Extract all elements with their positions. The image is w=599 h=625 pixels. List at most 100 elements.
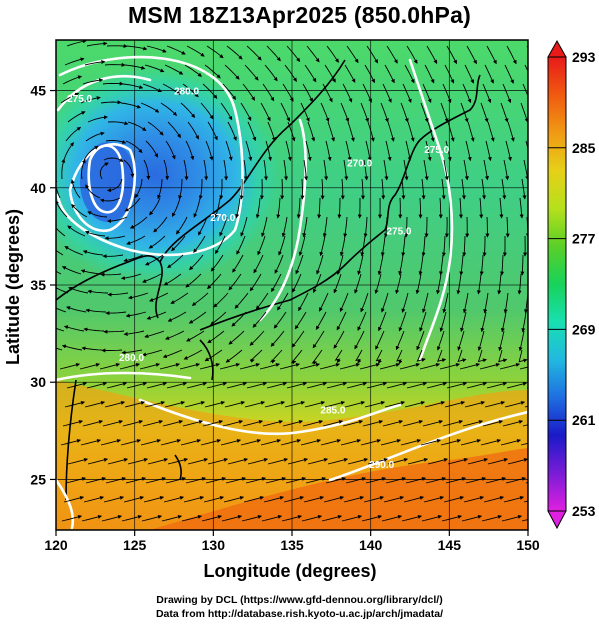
x-tick-label: 145 (438, 537, 462, 553)
streamline-arrow (416, 349, 426, 362)
streamline-arrow (247, 457, 269, 465)
isotherm-contours (56, 55, 528, 530)
streamline-arrow (304, 400, 326, 408)
streamline-arrow (487, 121, 495, 142)
contour-label: 275.0 (67, 94, 92, 105)
y-axis-title: Latitude (degrees) (3, 209, 23, 365)
footer: Drawing by DCL (https://www.gfd-dennou.o… (0, 593, 599, 621)
streamline-arrow (141, 514, 163, 522)
streamline-arrow (214, 235, 226, 255)
streamline-arrow (326, 45, 339, 63)
streamline-arrow (487, 457, 509, 465)
streamline-arrow (355, 349, 363, 364)
y-tick-label: 25 (30, 471, 46, 487)
streamline-arrow (271, 273, 282, 293)
streamline-arrow (505, 216, 510, 238)
streamline-arrow (315, 311, 327, 330)
streamline-arrow (104, 235, 126, 241)
streamline-arrow (134, 178, 143, 199)
streamline-arrow (255, 292, 269, 310)
streamline-arrow (403, 495, 425, 503)
streamline-arrow (223, 159, 229, 181)
streamline-arrow (165, 330, 185, 340)
streamline-arrow (444, 64, 455, 84)
streamline-arrow (124, 197, 141, 212)
streamline-arrow (284, 64, 297, 82)
streamline-arrow (325, 476, 347, 484)
streamline-arrow (80, 438, 102, 446)
streamline-arrow (467, 121, 475, 142)
streamline-arrow (219, 362, 241, 370)
streamline-arrow (298, 235, 306, 256)
streamline-arrow (459, 362, 481, 370)
streamline-arrow (424, 400, 446, 408)
x-axis: 120 125 130 135 140 145 150 (44, 530, 540, 553)
streamline-arrow (357, 311, 367, 331)
streamline-arrow (62, 419, 84, 427)
streamline-arrow (324, 400, 346, 408)
streamline-arrow (527, 463, 528, 464)
streamline-arrow (321, 514, 343, 522)
streamline-arrow (170, 235, 186, 252)
streamline-arrow (317, 197, 322, 219)
streamline-arrow (503, 159, 510, 181)
streamline-arrow (476, 273, 482, 295)
streamline-arrow (481, 514, 503, 522)
streamline-arrow (525, 482, 528, 484)
streamline-arrow (442, 292, 449, 314)
streamline-arrow (191, 292, 209, 306)
streamline-arrow (326, 381, 348, 389)
streamline-arrow (486, 45, 497, 65)
streamline-arrow (123, 330, 145, 336)
streamline-arrow (447, 121, 455, 142)
streamline-arrow (366, 45, 379, 64)
streamline-arrow (424, 217, 429, 238)
streamline-arrow (483, 159, 490, 181)
streamline-arrow (337, 198, 342, 219)
streamline-arrow (292, 273, 302, 293)
streamline-arrow (67, 225, 86, 237)
streamline-arrow (182, 419, 204, 427)
streamline-arrow (262, 419, 284, 427)
streamline-arrow (483, 495, 505, 503)
streamline-arrow (441, 235, 446, 257)
streamline-arrow (186, 45, 205, 57)
colorbar-max-arrow (547, 39, 567, 58)
streamline-arrow (166, 45, 186, 55)
streamline-arrow (342, 83, 353, 103)
streamline-arrow (225, 140, 233, 161)
streamline-arrow (322, 419, 344, 427)
streamline-arrow (386, 381, 408, 389)
streamline-arrow (107, 121, 129, 126)
streamline-arrow (385, 476, 407, 484)
streamline-arrow (221, 514, 243, 522)
colorbar-tick-label: 285 (572, 140, 596, 156)
streamline-arrow (260, 438, 282, 446)
streamline-arrow (81, 346, 103, 351)
streamline-arrow (460, 102, 469, 123)
streamline-arrow (340, 102, 350, 123)
streamline-arrow (366, 381, 388, 389)
streamline-arrow (343, 495, 365, 503)
streamline-arrow (249, 349, 263, 363)
streamline-arrow (82, 250, 104, 256)
y-tick-label: 30 (30, 374, 46, 390)
streamline-arrow (266, 45, 281, 62)
streamline-arrow (63, 495, 85, 503)
streamline-arrow (163, 495, 185, 503)
streamline-arrow (266, 381, 288, 389)
streamline-arrow (246, 45, 262, 61)
streamline-arrow (367, 457, 389, 465)
streamline-arrow (500, 438, 522, 446)
streamline-arrow (80, 96, 101, 104)
streamline-arrow (123, 254, 144, 263)
streamline-arrow (418, 254, 424, 276)
streamline-arrow (506, 381, 528, 389)
streamline-arrow (443, 495, 465, 503)
contour-labels: 280.0 275.0 270.0 270.0 275.0 275.0 280.0 285.0… (67, 86, 450, 470)
streamline-arrow (142, 273, 162, 283)
streamline-arrow (184, 400, 206, 408)
streamline-arrow (465, 140, 472, 162)
streamline-arrow (121, 514, 143, 522)
streamline-arrow (84, 60, 106, 66)
